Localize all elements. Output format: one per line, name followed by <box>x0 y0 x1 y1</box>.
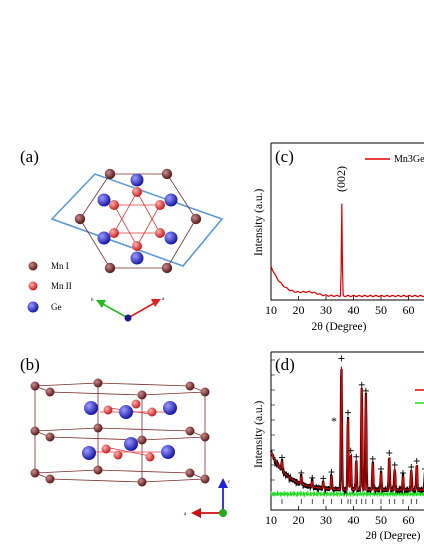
chart-d-xlabel: 2θ (Degree) <box>366 530 421 542</box>
ge-atom <box>97 231 111 245</box>
axis-triad-a: b a <box>91 297 165 322</box>
chart-c-ylabel: Intensity (a.u.) <box>253 188 265 256</box>
ge-atom <box>161 445 175 459</box>
chart-d-ylabel: Intensity (a.u.) <box>253 400 265 468</box>
axis-b-a-label: a <box>184 512 187 517</box>
axis-a-b-label: b <box>91 298 94 303</box>
mn2-atom <box>132 187 142 197</box>
mn2-atom <box>145 452 155 462</box>
ge-atom <box>119 405 133 419</box>
ge-atom <box>163 401 177 415</box>
chart-c-legend-label: Mn3Ge/... <box>394 154 424 165</box>
panel-label-b: (b) <box>20 355 40 374</box>
x-tick-label: 60 <box>403 513 415 527</box>
mn1-atom <box>104 262 116 274</box>
mn2-atom <box>113 450 123 460</box>
legend-mn1-swatch <box>28 261 38 271</box>
mn2-atom <box>131 399 141 409</box>
mn2-atom <box>147 407 157 417</box>
legend-ge-swatch <box>27 301 39 313</box>
mn1-atom <box>190 213 202 225</box>
ge-atom <box>130 251 144 265</box>
mn2-atom <box>155 228 165 238</box>
x-tick-label: 50 <box>375 303 387 317</box>
panel-label-d: (d) <box>275 355 295 374</box>
chart-c: 10 20 30 40 50 60 Intensity (a.u.) 2θ (Degree… <box>253 142 424 333</box>
ge-atom <box>124 437 138 451</box>
x-tick-label: 50 <box>375 513 387 527</box>
x-tick-label: 30 <box>320 303 332 317</box>
ge-atom <box>97 193 111 207</box>
crystal-top-view <box>50 168 224 274</box>
chart-c-xlabel: 2θ (Degree) <box>312 321 367 333</box>
x-tick-label: 10 <box>265 303 277 317</box>
chart-d-difference-line <box>270 489 424 499</box>
axis-a-a-label: a <box>162 297 165 302</box>
chart-c-series-line <box>270 203 424 298</box>
chart-c-peak-label: (002) <box>334 166 348 192</box>
mn2-atom <box>109 200 119 210</box>
ge-atom <box>164 231 178 245</box>
mn1-atom <box>74 213 86 225</box>
chart-d: 10 20 30 40 50 60 * Intensity (a.u.) 2θ (Degr… <box>253 351 424 542</box>
x-tick-label: 20 <box>293 303 305 317</box>
mn1-atom <box>161 262 173 274</box>
x-tick-label: 30 <box>320 513 332 527</box>
mn1-atom <box>161 168 173 180</box>
ge-atom <box>130 173 144 187</box>
mn2-triangle-down <box>113 204 161 247</box>
legend-mn2-label: Mn II <box>51 281 72 291</box>
x-tick-label: 40 <box>348 303 360 317</box>
panel-label-a: (a) <box>20 147 39 166</box>
legend-ge-label: Ge <box>51 302 62 312</box>
ge-atom <box>164 193 178 207</box>
mn2-atom <box>103 405 113 415</box>
x-tick-label: 10 <box>265 513 277 527</box>
ge-atom <box>82 446 96 460</box>
mn2-atom <box>101 444 111 454</box>
legend-mn2-swatch <box>28 281 38 291</box>
mn2-atom <box>109 228 119 238</box>
x-tick-label: 40 <box>348 513 360 527</box>
legend-mn1-label: Mn I <box>51 261 69 271</box>
chart-d-calculated-line <box>270 366 424 491</box>
mn2-atom <box>155 200 165 210</box>
x-tick-label: 60 <box>403 303 415 317</box>
panel-label-c: (c) <box>275 147 294 166</box>
crystal-side-view <box>30 378 210 487</box>
ge-atom <box>84 401 98 415</box>
x-tick-label: 20 <box>293 513 305 527</box>
mn1-atom <box>104 168 116 180</box>
atom-legend: Mn I Mn II Ge <box>27 261 72 313</box>
axis-b-c-label: c <box>228 480 231 485</box>
mn2-atom <box>132 241 142 251</box>
axis-triad-b: c a <box>184 478 231 518</box>
mn2-triangle-up <box>113 191 161 234</box>
chart-d-impurity-star: * <box>331 414 337 428</box>
